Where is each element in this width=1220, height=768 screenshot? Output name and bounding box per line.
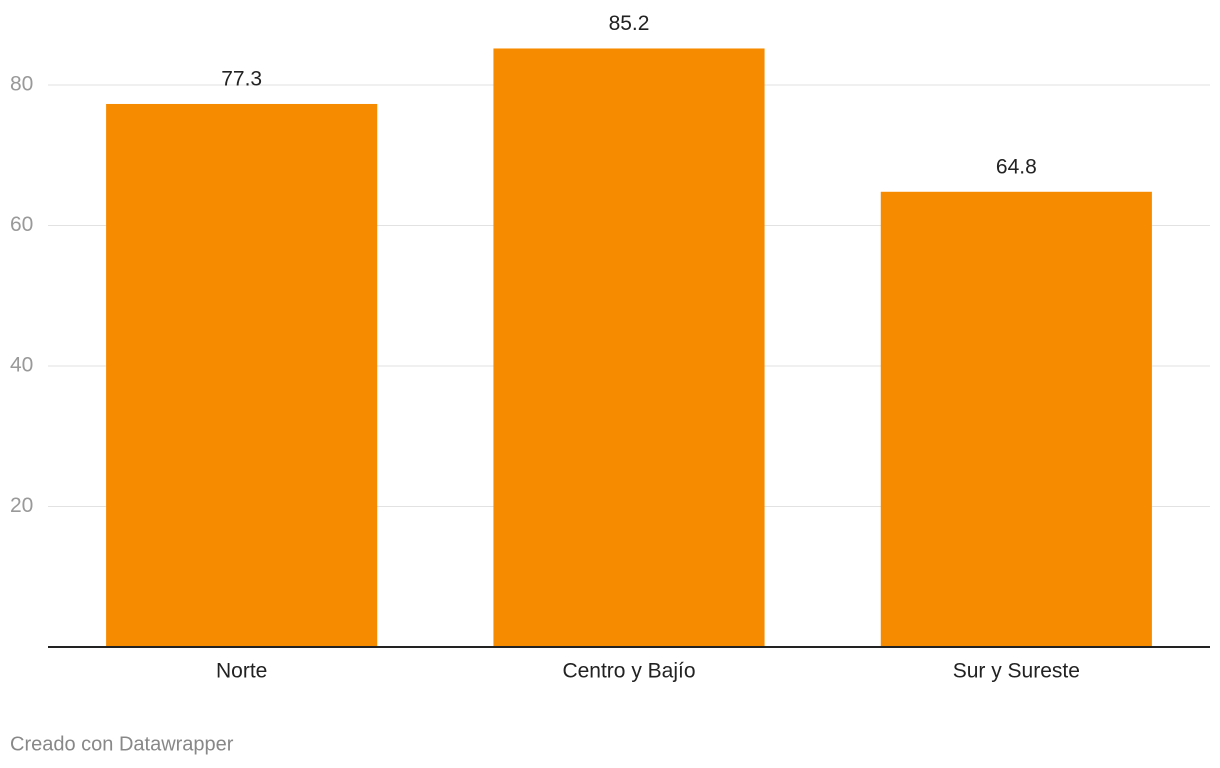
bar bbox=[106, 103, 378, 647]
value-label: 64.8 bbox=[996, 155, 1037, 178]
x-tick-label: Norte bbox=[216, 660, 267, 683]
x-tick-label: Centro y Bajío bbox=[562, 660, 695, 683]
y-tick-label: 80 bbox=[10, 73, 33, 96]
x-tick-label: Sur y Sureste bbox=[953, 660, 1080, 683]
bar bbox=[880, 191, 1152, 647]
bar bbox=[493, 48, 765, 648]
y-tick-label: 60 bbox=[10, 213, 33, 236]
y-tick-label: 20 bbox=[10, 494, 33, 517]
y-tick-label: 40 bbox=[10, 354, 33, 377]
value-label: 77.3 bbox=[221, 68, 262, 91]
value-label: 85.2 bbox=[609, 12, 650, 35]
credit: Creado con Datawrapper bbox=[10, 733, 234, 755]
